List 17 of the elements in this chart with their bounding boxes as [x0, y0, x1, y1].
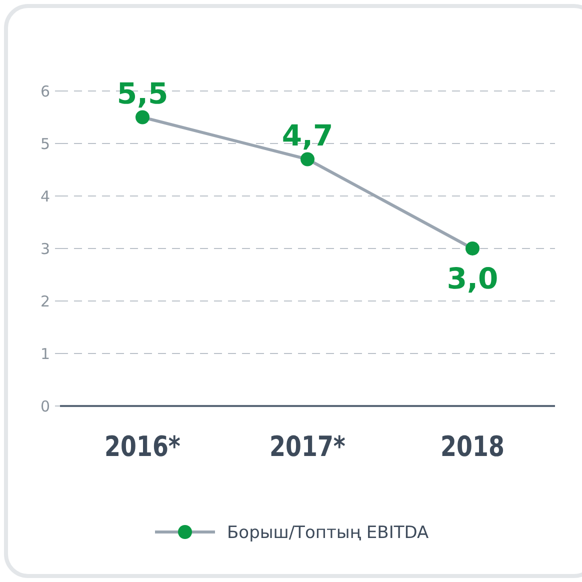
y-tick-label: 0 — [40, 397, 50, 416]
x-tick-label: 2016* — [104, 430, 180, 464]
y-tick-label: 1 — [40, 344, 50, 363]
x-tick-label: 2017* — [270, 430, 346, 464]
x-tick-label: 2018 — [440, 430, 504, 464]
y-tick-label: 2 — [40, 292, 50, 310]
y-tick-label: 6 — [40, 82, 50, 100]
y-tick-label: 4 — [40, 187, 50, 206]
y-tick-label: 5 — [40, 134, 50, 153]
y-tick-label: 3 — [40, 240, 50, 258]
point — [466, 242, 480, 256]
data-label: 5,5 — [116, 76, 168, 110]
legend-label: Борыш/Топтың EBITDA — [227, 522, 430, 543]
data-label: 3,0 — [446, 262, 498, 296]
point — [300, 152, 314, 166]
data-label: 4,7 — [282, 118, 334, 152]
point — [136, 110, 150, 124]
